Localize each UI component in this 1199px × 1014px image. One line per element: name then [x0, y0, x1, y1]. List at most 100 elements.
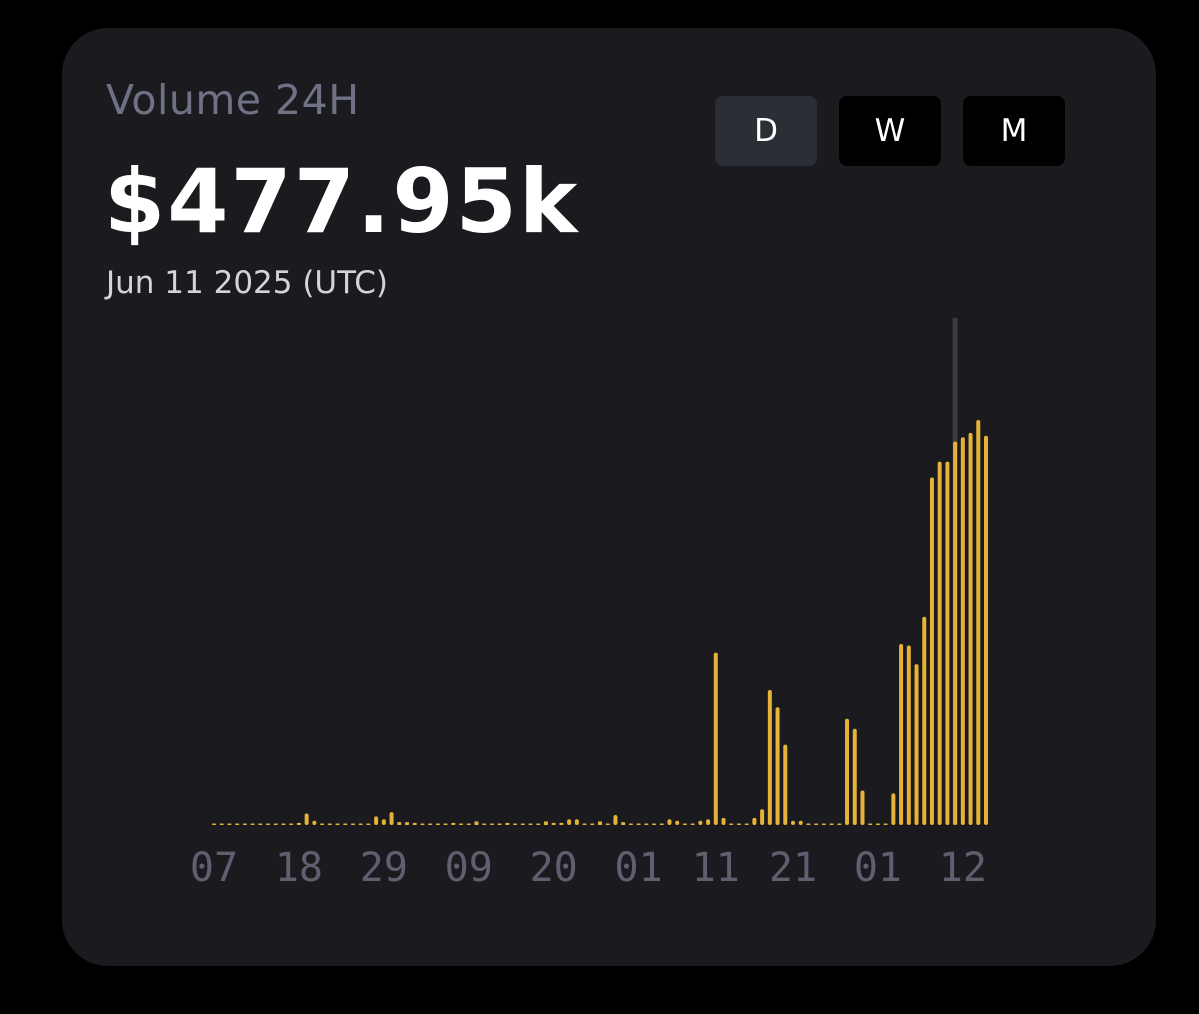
volume-bar[interactable] — [806, 823, 811, 826]
volume-bar[interactable] — [219, 823, 224, 826]
period-day-button[interactable]: D — [715, 96, 817, 166]
volume-bar[interactable] — [212, 823, 216, 826]
volume-bar[interactable] — [567, 819, 572, 825]
volume-bar[interactable] — [667, 819, 672, 825]
volume-bar[interactable] — [729, 823, 734, 826]
volume-bar[interactable] — [744, 823, 749, 826]
volume-bar[interactable] — [289, 823, 294, 826]
volume-bar[interactable] — [381, 819, 386, 825]
volume-bar[interactable] — [266, 823, 271, 826]
volume-bar[interactable] — [875, 823, 880, 826]
volume-bar[interactable] — [775, 707, 780, 825]
volume-bar[interactable] — [798, 820, 803, 825]
volume-bar[interactable] — [682, 823, 687, 826]
volume-bar[interactable] — [397, 822, 402, 825]
volume-bar[interactable] — [459, 823, 464, 826]
volume-bar[interactable] — [706, 819, 711, 825]
volume-bar[interactable] — [906, 645, 911, 825]
volume-bar[interactable] — [953, 441, 958, 825]
volume-bar[interactable] — [389, 812, 394, 825]
volume-bar[interactable] — [621, 822, 626, 825]
volume-bar[interactable] — [281, 823, 286, 826]
volume-bar[interactable] — [721, 817, 726, 825]
volume-bar[interactable] — [613, 814, 618, 825]
volume-bar[interactable] — [304, 813, 309, 825]
volume-bar[interactable] — [435, 823, 440, 826]
volume-bar[interactable] — [852, 728, 857, 825]
volume-bar[interactable] — [320, 823, 325, 826]
volume-bar[interactable] — [412, 822, 417, 825]
volume-bar[interactable] — [443, 823, 448, 826]
volume-bar[interactable] — [327, 823, 332, 826]
volume-bar[interactable] — [821, 823, 826, 826]
volume-bar[interactable] — [350, 823, 355, 826]
volume-bar[interactable] — [868, 823, 873, 826]
volume-bar[interactable] — [598, 821, 602, 825]
volume-bar[interactable] — [883, 823, 888, 826]
volume-bar[interactable] — [767, 690, 772, 825]
volume-bar[interactable] — [273, 823, 278, 826]
volume-bar[interactable] — [513, 823, 518, 826]
volume-bar[interactable] — [605, 823, 610, 826]
volume-bar[interactable] — [752, 817, 757, 825]
volume-bar[interactable] — [312, 820, 317, 825]
volume-bar[interactable] — [899, 644, 904, 825]
volume-bar[interactable] — [536, 823, 541, 826]
volume-bar[interactable] — [343, 823, 348, 826]
volume-bar[interactable] — [497, 823, 502, 826]
volume-bar[interactable] — [698, 820, 703, 825]
volume-bar[interactable] — [520, 823, 525, 826]
volume-bar[interactable] — [860, 790, 865, 825]
volume-bar[interactable] — [922, 616, 927, 825]
volume-bar[interactable] — [250, 823, 255, 826]
volume-bar[interactable] — [551, 822, 556, 825]
volume-bar[interactable] — [428, 823, 433, 826]
volume-bar[interactable] — [628, 823, 633, 826]
volume-bar[interactable] — [235, 823, 240, 826]
volume-bar[interactable] — [914, 664, 919, 825]
volume-bar[interactable] — [296, 822, 301, 825]
period-week-button[interactable]: W — [839, 96, 941, 166]
volume-bar[interactable] — [945, 461, 950, 825]
volume-bar[interactable] — [482, 823, 487, 826]
volume-bar[interactable] — [335, 823, 340, 826]
volume-bar[interactable] — [374, 816, 379, 825]
volume-bar[interactable] — [845, 718, 850, 825]
volume-bar[interactable] — [644, 823, 649, 826]
volume-bar[interactable] — [405, 822, 409, 825]
volume-bar[interactable] — [242, 823, 247, 826]
volume-bar[interactable] — [582, 823, 587, 826]
volume-bar[interactable] — [760, 809, 765, 825]
volume-bar[interactable] — [675, 820, 680, 825]
volume-bar[interactable] — [690, 823, 695, 826]
volume-bar[interactable] — [984, 435, 988, 825]
volume-bar[interactable] — [489, 823, 494, 826]
volume-bar[interactable] — [258, 823, 263, 826]
volume-bar[interactable] — [559, 822, 564, 825]
volume-bar[interactable] — [227, 823, 232, 826]
volume-bar[interactable] — [960, 437, 965, 825]
volume-bar[interactable] — [652, 823, 657, 826]
volume-bar[interactable] — [968, 432, 973, 825]
volume-bar[interactable] — [829, 823, 834, 826]
volume-bar[interactable] — [891, 793, 896, 825]
volume-bar[interactable] — [451, 822, 456, 825]
volume-bar[interactable] — [929, 477, 934, 825]
volume-bar[interactable] — [814, 823, 819, 826]
volume-bar[interactable] — [474, 821, 479, 825]
volume-bar[interactable] — [837, 823, 842, 826]
volume-bar[interactable] — [791, 820, 795, 825]
volume-bar[interactable] — [736, 823, 741, 826]
volume-bar[interactable] — [358, 823, 363, 826]
period-month-button[interactable]: M — [963, 96, 1065, 166]
volume-bar[interactable] — [543, 821, 548, 825]
volume-bar[interactable] — [783, 744, 788, 825]
volume-bar[interactable] — [366, 823, 371, 826]
volume-bar[interactable] — [713, 652, 718, 825]
volume-bar[interactable] — [937, 461, 942, 825]
volume-bar[interactable] — [976, 420, 981, 825]
volume-bar[interactable] — [659, 823, 664, 826]
volume-bar[interactable] — [574, 819, 579, 825]
volume-bar[interactable] — [590, 823, 595, 826]
volume-bar[interactable] — [505, 822, 510, 825]
